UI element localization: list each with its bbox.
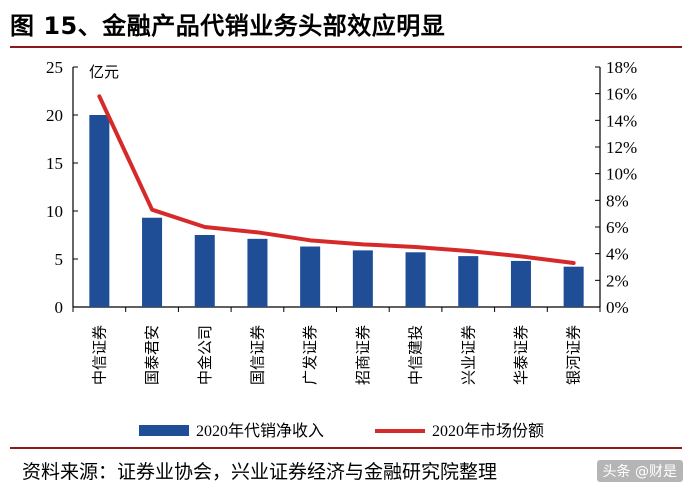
y-right-tick-label: 12% — [606, 138, 637, 157]
bar — [458, 256, 479, 307]
x-category-label: 中信建投 — [407, 325, 425, 385]
bar — [142, 217, 163, 307]
chart-title: 图 15、金融产品代销业务头部效应明显 — [10, 12, 446, 40]
x-category-label: 兴业证券 — [459, 325, 477, 385]
y-left-unit-label: 亿元 — [89, 63, 119, 81]
combo-chart: 0 5 10 15 20 25 0% 2% 4% 6% 8% 10% 12% 14% 16% 18% 亿元中信证… — [46, 58, 637, 440]
y-left-tick-label: 5 — [55, 250, 64, 269]
bar — [89, 115, 110, 307]
bar — [510, 260, 531, 307]
y-right-tick-label: 18% — [606, 58, 637, 77]
x-category-label: 银河证券 — [565, 325, 583, 385]
legend-bar-swatch — [139, 425, 189, 436]
x-category-label: 中金公司 — [196, 325, 214, 385]
watermark: 头条 @财是 — [596, 460, 683, 482]
bar — [563, 266, 584, 307]
line-series — [97, 94, 576, 265]
y-left-tick-label: 25 — [46, 58, 63, 77]
y-left-tick-label: 0 — [55, 298, 64, 317]
x-category-label: 广发证券 — [301, 325, 319, 385]
x-category-label: 华泰证券 — [512, 325, 530, 385]
y-left-tick-label: 20 — [46, 106, 63, 125]
y-right-tick-label: 6% — [606, 218, 629, 237]
y-right-tick-label: 0% — [606, 298, 629, 317]
y-left-tick-label: 15 — [46, 154, 63, 173]
x-category-label: 招商证券 — [354, 325, 372, 385]
bar — [247, 238, 268, 307]
y-right-tick-label: 2% — [606, 271, 629, 290]
y-right-tick-label: 10% — [606, 165, 637, 184]
share-line — [97, 94, 576, 265]
bar — [352, 250, 373, 307]
bar — [405, 252, 426, 307]
y-left-tick-label: 10 — [46, 202, 63, 221]
legend-bar-label: 2020年代销净收入 — [196, 422, 324, 440]
y-right-tick-label: 8% — [606, 191, 629, 210]
y-right-tick-label: 16% — [606, 85, 637, 104]
x-category-label: 国信证券 — [248, 325, 266, 385]
y-right-tick-label: 14% — [606, 111, 637, 130]
y-right-tick-label: 4% — [606, 245, 629, 264]
x-category-label: 国泰君安 — [143, 325, 161, 385]
bar — [300, 246, 321, 307]
title-divider — [10, 46, 682, 48]
legend-line-label: 2020年市场份额 — [432, 422, 544, 440]
x-category-label: 中信证券 — [90, 325, 108, 385]
bar-series — [89, 115, 584, 307]
chart-legend: 2020年代销净收入 2020年市场份额 — [139, 422, 544, 440]
source-note: 资料来源：证券业协会，兴业证券经济与金融研究院整理 — [22, 461, 498, 483]
axis-labels: 0 5 10 15 20 25 0% 2% 4% 6% 8% 10% 12% 14% 16% 18% 亿元中信证… — [46, 58, 637, 385]
source-divider — [10, 447, 682, 449]
bar — [194, 235, 215, 307]
